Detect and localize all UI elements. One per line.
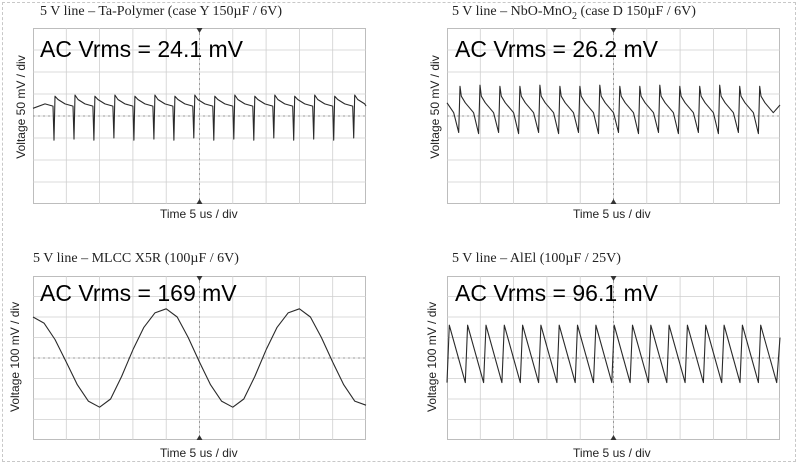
panel3-xlabel: Time 5 us / div	[160, 446, 238, 460]
panel3-plot	[32, 276, 367, 440]
panel1-ylabel: Voltage 50 mV / div	[14, 55, 28, 159]
panel4-title: 5 V line – AlEl (100µF / 25V)	[452, 251, 621, 266]
trigger-marker-top	[196, 28, 203, 33]
trigger-marker-bottom	[610, 199, 617, 204]
panel1-title: 5 V line – Ta-Polymer (case Y 150µF / 6V…	[40, 4, 283, 19]
panel4-vrms: AC Vrms = 96.1 mV	[455, 280, 659, 306]
figure-frame	[2, 2, 796, 462]
waveform-trace	[32, 94, 367, 141]
waveform-trace	[32, 308, 367, 408]
panel3-title: 5 V line – MLCC X5R (100µF / 6V)	[33, 251, 239, 266]
panel2-plot	[446, 28, 781, 204]
panel2-ylabel: Voltage 50 mV / div	[428, 55, 442, 159]
panel3-ylabel: Voltage 100 mV / div	[8, 301, 22, 412]
panel1-xlabel: Time 5 us / div	[160, 207, 238, 221]
trigger-marker-bottom	[610, 435, 617, 440]
trigger-marker-bottom	[196, 435, 203, 440]
panel2-title: 5 V line – NbO-MnO2 (case D 150µF / 6V)	[452, 4, 696, 22]
trigger-marker-top	[610, 276, 617, 281]
panel1-plot	[32, 28, 367, 204]
panel4-ylabel: Voltage 100 mV / div	[425, 301, 439, 412]
panel2-vrms: AC Vrms = 26.2 mV	[455, 36, 659, 62]
waveform-trace	[446, 84, 781, 135]
trigger-marker-bottom	[196, 199, 203, 204]
trigger-marker-top	[610, 28, 617, 33]
trigger-marker-top	[196, 276, 203, 281]
panel4-xlabel: Time 5 us / div	[573, 446, 651, 460]
panel4-plot	[446, 276, 781, 440]
panel3-vrms: AC Vrms = 169 mV	[40, 280, 237, 306]
waveform-trace	[446, 324, 781, 384]
panel2-xlabel: Time 5 us / div	[573, 207, 651, 221]
panel1-vrms: AC Vrms = 24.1 mV	[40, 36, 244, 62]
